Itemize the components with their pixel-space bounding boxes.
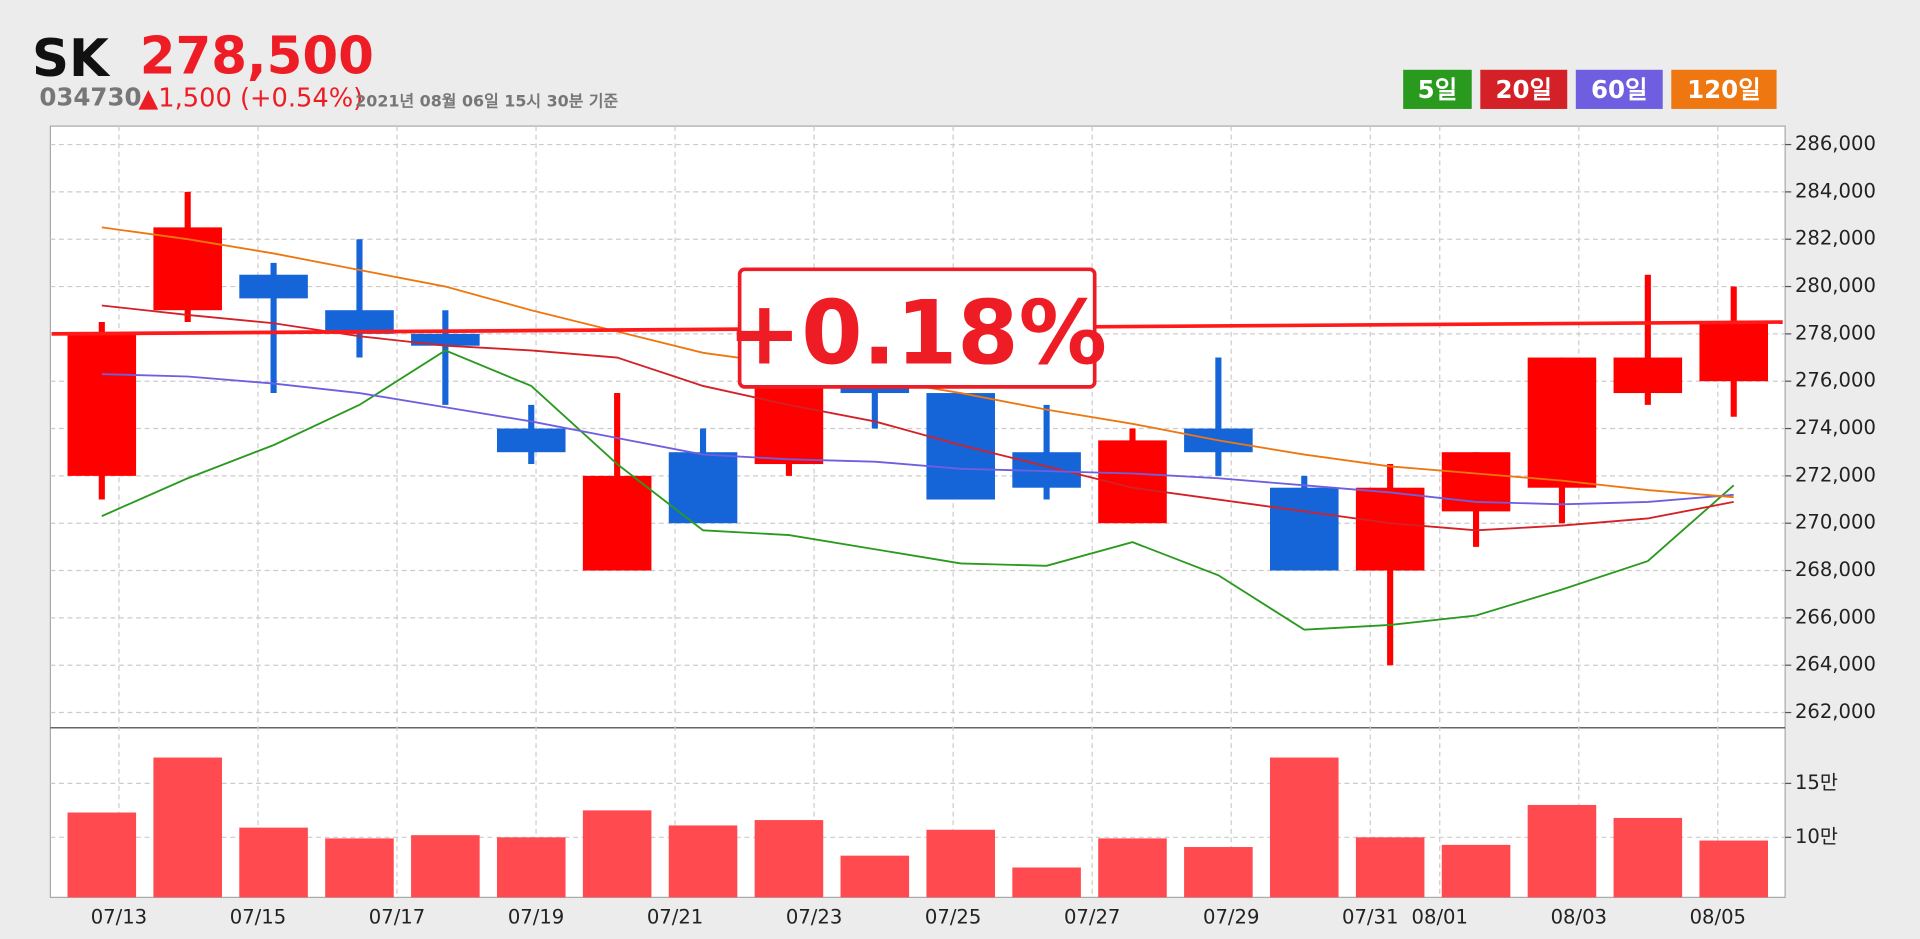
legend-label: 20일 <box>1495 75 1552 104</box>
legend-label: 5일 <box>1418 75 1458 104</box>
candle-body <box>239 274 308 299</box>
volume-bar <box>411 835 480 898</box>
volume-bar <box>239 827 308 898</box>
x-tick-label: 07/27 <box>1064 906 1120 929</box>
volume-bar <box>1098 838 1167 898</box>
x-tick-label: 07/17 <box>369 906 425 929</box>
y-tick-label: 266,000 <box>1795 605 1876 628</box>
volume-bar <box>325 838 394 898</box>
current-price: 278,500 <box>140 26 374 86</box>
legend-swatch <box>1575 69 1663 109</box>
legend-swatch <box>1403 69 1472 109</box>
moving-average-line <box>101 304 1734 532</box>
volume-bar <box>926 829 995 898</box>
x-tick-label: 07/13 <box>91 906 147 929</box>
annotation-box <box>737 267 1097 389</box>
legend-button[interactable]: 60일 <box>1575 69 1663 109</box>
y-tick-label: 262,000 <box>1795 700 1876 723</box>
candle-body <box>582 475 652 571</box>
legend-label: 60일 <box>1591 75 1648 104</box>
legend-button[interactable]: 5일 <box>1403 69 1472 109</box>
volume-bar <box>1441 844 1511 898</box>
x-tick-label: 08/05 <box>1690 906 1746 929</box>
x-tick-label: 07/21 <box>647 906 703 929</box>
x-tick-label: 07/15 <box>230 906 286 929</box>
candle-body <box>1613 357 1683 394</box>
candle-body <box>1699 322 1769 382</box>
y-tick-label: 268,000 <box>1795 558 1876 581</box>
legend: 120일 60일 20일 5일 <box>1403 69 1777 109</box>
candle-body <box>496 428 566 453</box>
candle-body <box>754 381 824 465</box>
volume-bar <box>1355 837 1425 898</box>
volume-bar <box>840 855 910 898</box>
timestamp: 2021년 08월 06일 15시 30분 기준 <box>355 92 618 111</box>
candle-body <box>411 333 480 346</box>
stock-name: SK <box>32 29 111 89</box>
volume-bar <box>1527 804 1597 898</box>
legend-button[interactable]: 20일 <box>1480 69 1568 109</box>
volume-bar <box>1613 817 1683 898</box>
y-tick-label: 270,000 <box>1795 511 1876 534</box>
x-tick-label: 07/19 <box>508 906 564 929</box>
volume-tick-label: 10만 <box>1795 825 1838 848</box>
volume-bar <box>1012 867 1081 898</box>
volume-bar <box>496 837 566 898</box>
x-tick-label: 07/29 <box>1203 906 1259 929</box>
x-tick-label: 07/23 <box>786 906 842 929</box>
volume-bar <box>153 757 222 898</box>
y-tick-label: 282,000 <box>1795 227 1876 250</box>
candle-body <box>668 452 738 524</box>
y-tick-label: 276,000 <box>1795 369 1876 392</box>
plot-area <box>49 125 1786 898</box>
legend-swatch <box>1671 69 1777 109</box>
y-tick-label: 274,000 <box>1795 416 1876 439</box>
x-tick-label: 08/01 <box>1412 906 1468 929</box>
y-tick-label: 280,000 <box>1795 274 1876 297</box>
volume-bar <box>67 812 137 898</box>
x-tick-label: 08/03 <box>1551 906 1607 929</box>
marks <box>51 191 1783 898</box>
volume-tick-label: 15만 <box>1795 771 1838 794</box>
legend-swatch <box>1480 69 1568 109</box>
candle-body <box>1527 357 1597 488</box>
grid: 286,000 284,000 282,000 280,000 278,000 276,0… <box>50 126 1876 929</box>
x-tick-label: 07/31 <box>1342 906 1398 929</box>
annotation: +0.18% <box>727 267 1107 389</box>
annotation-text: +0.18% <box>727 282 1107 385</box>
y-tick-label: 286,000 <box>1795 132 1876 155</box>
legend-label: 120일 <box>1687 75 1761 104</box>
candle-body <box>153 227 222 311</box>
candle-body <box>325 310 394 334</box>
volume-bar <box>1184 847 1253 898</box>
moving-average-line <box>101 373 1734 506</box>
price-change: ▲1,500 (+0.54%) <box>139 84 364 114</box>
stock-code: 034730 <box>39 82 141 111</box>
legend-button[interactable]: 120일 <box>1671 69 1777 109</box>
y-tick-label: 272,000 <box>1795 463 1876 486</box>
volume-bar <box>668 825 738 898</box>
y-tick-label: 284,000 <box>1795 179 1876 202</box>
y-tick-label: 264,000 <box>1795 653 1876 676</box>
volume-bar <box>1699 840 1769 898</box>
volume-bar <box>754 820 824 898</box>
y-tick-label: 278,000 <box>1795 321 1876 344</box>
candle-body <box>1269 487 1339 571</box>
candle-body <box>1355 487 1425 571</box>
x-tick-label: 07/25 <box>925 906 981 929</box>
candle-body <box>67 333 137 476</box>
volume-bar <box>582 810 652 898</box>
volume-bar <box>1269 757 1339 898</box>
candle-body <box>926 393 995 500</box>
